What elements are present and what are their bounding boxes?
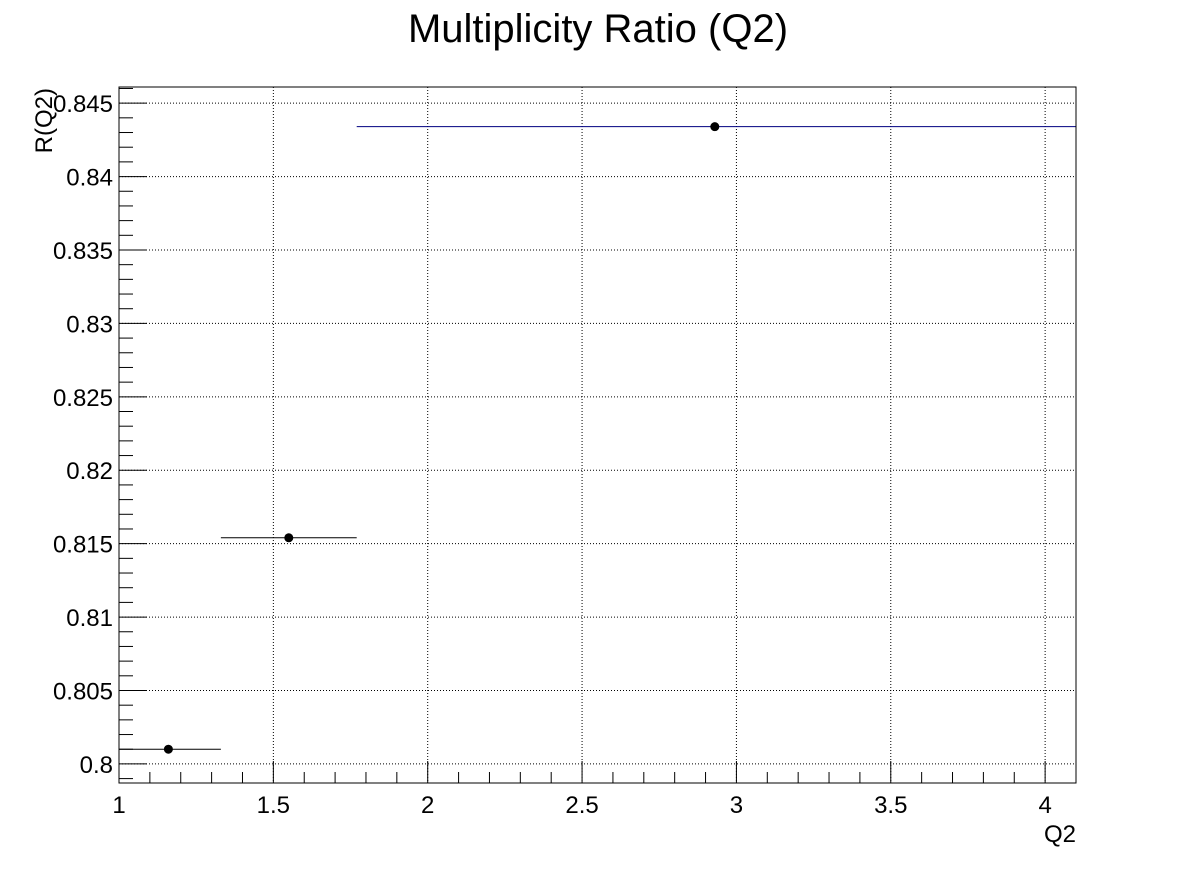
chart-title: Multiplicity Ratio (Q2) bbox=[408, 7, 788, 51]
x-axis-label: Q2 bbox=[1044, 821, 1076, 848]
y-tick-label: 0.815 bbox=[53, 532, 113, 559]
y-tick-label: 0.82 bbox=[66, 458, 113, 485]
grid-lines bbox=[118, 87, 1076, 783]
tick-labels: 1 1.5 2 2.5 3 3.5 4 0.8 0.805 0.81 0.815 0.82 0.825 0… bbox=[53, 91, 1052, 819]
y-tick-label: 0.8 bbox=[80, 752, 113, 779]
y-tick-label: 0.845 bbox=[53, 91, 113, 118]
plot-frame bbox=[118, 86, 1077, 784]
data-point bbox=[710, 122, 720, 132]
y-tick-label: 0.805 bbox=[53, 678, 113, 705]
y-tick-label: 0.825 bbox=[53, 385, 113, 412]
y-tick-label: 0.835 bbox=[53, 238, 113, 265]
y-axis-label: R(Q2) bbox=[31, 88, 58, 153]
data-series bbox=[119, 122, 1076, 754]
x-tick-label: 2.5 bbox=[565, 792, 598, 819]
y-tick-label: 0.83 bbox=[66, 311, 113, 338]
data-point bbox=[163, 744, 173, 754]
x-tick-label: 4 bbox=[1038, 792, 1051, 819]
axis-ticks bbox=[118, 87, 1077, 783]
y-tick-label: 0.84 bbox=[66, 165, 113, 192]
x-tick-label: 1.5 bbox=[257, 792, 290, 819]
x-tick-label: 2 bbox=[421, 792, 434, 819]
data-point bbox=[284, 533, 294, 543]
x-tick-label: 3 bbox=[730, 792, 743, 819]
x-tick-label: 1 bbox=[112, 792, 125, 819]
x-tick-label: 3.5 bbox=[874, 792, 907, 819]
y-tick-label: 0.81 bbox=[66, 605, 113, 632]
